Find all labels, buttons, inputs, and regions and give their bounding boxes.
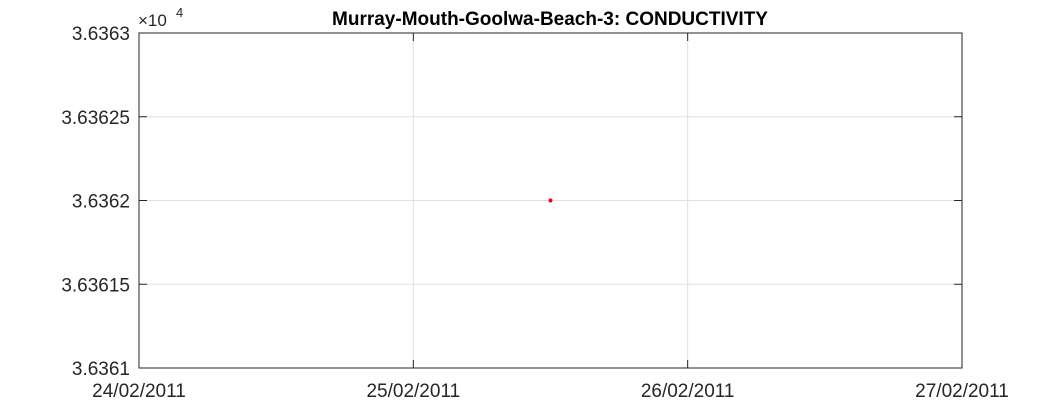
x-tick-label: 25/02/2011 [366,381,460,402]
grid-lines [139,33,962,368]
x-tick-label: 26/02/2011 [641,381,735,402]
y-tick-label: 3.6362 [72,192,130,213]
y-tick-label: 3.6363 [72,24,130,45]
chart-title: Murray-Mouth-Goolwa-Beach-3: CONDUCTIVIT… [332,9,768,30]
y-tick-label: 3.63615 [61,275,130,296]
y-multiplier: ×10 4 [138,5,183,30]
y-multiplier-exponent: 4 [176,5,183,20]
data-points [548,198,553,203]
x-tick-label: 27/02/2011 [915,381,1009,402]
y-tick-labels: 3.6361 3.63615 3.6362 3.63625 3.6363 [61,24,130,380]
y-tick-label: 3.6361 [72,359,130,380]
x-tick-labels: 24/02/2011 25/02/2011 26/02/2011 27/02/2011 [92,381,1009,402]
plot-area-frame [138,32,963,369]
y-tick-label: 3.63625 [61,108,130,129]
y-multiplier-label: ×10 [138,11,167,30]
x-tick-label: 24/02/2011 [92,381,186,402]
data-point [548,198,553,203]
